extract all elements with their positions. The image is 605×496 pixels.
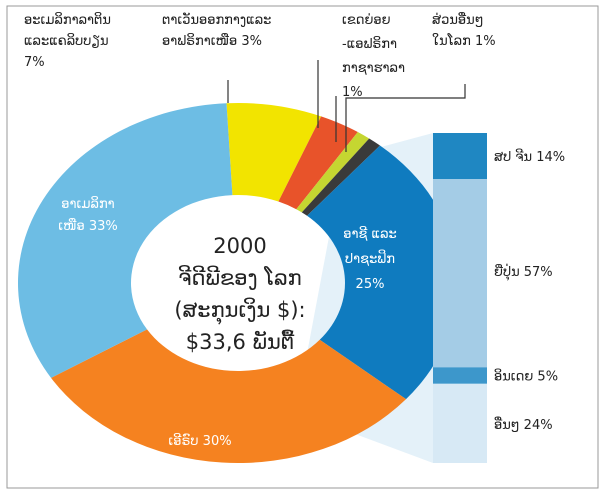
slice-label: ອາຟຣິກາເໜືອ 3% — [162, 33, 262, 49]
slice — [307, 145, 458, 400]
bar-label: ສປ ຈີນ 14% — [494, 149, 565, 165]
slice — [301, 138, 381, 216]
slice-label: ປາຊະຟິກ — [345, 249, 395, 267]
slice-label: ຕາເວັນອອກກາງແລະ — [162, 13, 271, 28]
slice-label: ອາຊີ ແລະ — [343, 226, 396, 242]
center-text: 2000 — [213, 234, 266, 258]
slice-label: 7% — [24, 55, 45, 70]
slice-label: 1% — [342, 85, 363, 100]
slice-label: ແລະແຄລິບບຽນ — [24, 33, 109, 49]
slice-label: ເອີຣົບ 30% — [168, 433, 231, 449]
bar-segment — [433, 133, 487, 180]
bar-segment — [433, 367, 487, 384]
slice-label: ເໜືອ 33% — [58, 218, 118, 234]
slice-label: 25% — [356, 277, 385, 292]
slice — [51, 329, 407, 463]
leader-line — [345, 84, 466, 152]
center-text: ຈີດີພີຂອງ ໂລກ — [178, 264, 302, 290]
frame — [6, 5, 599, 489]
slice — [296, 132, 370, 213]
slice — [17, 103, 233, 378]
slice-label: ເຂດຍ່ອຍ — [342, 13, 391, 28]
bar-label: ອິນເດຍ 5% — [494, 368, 558, 384]
center-text: $33,6 ພັນຕື້ — [186, 329, 295, 354]
bar-label: ອື່ນໆ 24% — [494, 417, 553, 433]
bar-segment — [433, 383, 487, 463]
slice-label: ໃນໂລກ 1% — [432, 34, 496, 49]
slice — [278, 116, 358, 210]
slice-label: ອະເມລິກາລາຕິນ — [24, 12, 111, 28]
slice-label: -ແອຟຣິກາ — [342, 36, 397, 52]
bar — [433, 133, 487, 463]
bar-label: ຍີ່ປຸ່ນ 57% — [494, 264, 553, 282]
slice-label: ກາຊາຮາລາ — [342, 61, 405, 76]
center-text: (ສະກຸນເງິນ $): — [174, 297, 305, 325]
slice-label: ສ່ວນອື່ນໆ — [432, 12, 483, 28]
bar-segment — [433, 179, 487, 368]
slice — [226, 103, 322, 202]
slice-label: ອາເມລິກາ — [61, 196, 114, 212]
donut — [17, 103, 458, 463]
